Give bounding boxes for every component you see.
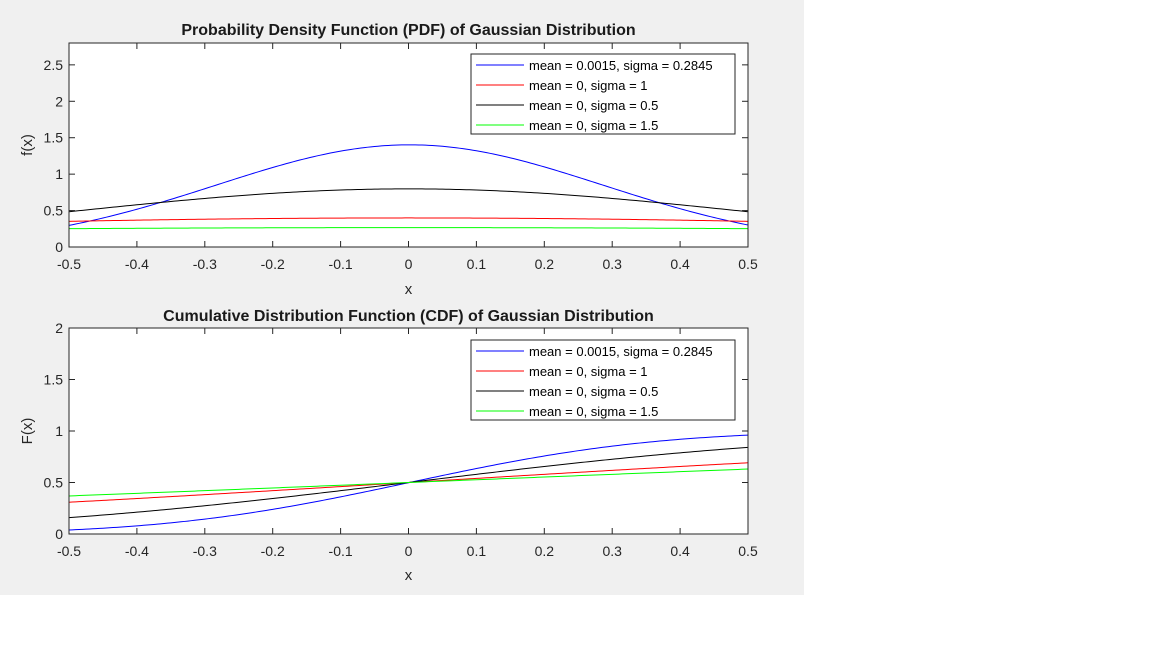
- chart-title: Probability Density Function (PDF) of Ga…: [181, 22, 635, 39]
- legend-label: mean = 0, sigma = 0.5: [529, 384, 658, 399]
- legend-label: mean = 0, sigma = 1.5: [529, 404, 658, 419]
- x-tick-label: -0.4: [125, 256, 149, 272]
- legend-box: [470, 53, 736, 135]
- y-tick-label: 1: [55, 166, 63, 182]
- x-tick-label: -0.5: [57, 256, 81, 272]
- legend-label: mean = 0.0015, sigma = 0.2845: [529, 344, 713, 359]
- x-tick-label: -0.3: [193, 256, 217, 272]
- x-tick-label: -0.1: [329, 543, 353, 559]
- x-tick-label: 0: [405, 543, 413, 559]
- chart-panel-2: -0.5 -0.4 -0.3 -0.2 -0.1 0 0.1 0.2 0.3 0.4 0.5 0 0.5…: [19, 308, 758, 584]
- y-tick-label: 0: [55, 239, 63, 255]
- x-tick-label: -0.4: [125, 543, 149, 559]
- x-tick-label: 0.4: [670, 543, 690, 559]
- x-tick-label: 0.5: [738, 543, 758, 559]
- y-axis-label: F(x): [19, 418, 36, 445]
- x-tick-label: 0.2: [535, 256, 555, 272]
- y-tick-label: 2: [55, 320, 63, 336]
- x-tick-label: 0.3: [602, 256, 622, 272]
- legend: mean = 0.0015, sigma = 0.2845 mean = 0, s…: [470, 53, 736, 135]
- y-tick-label: 1.5: [44, 130, 64, 146]
- x-tick-label: 0.3: [602, 543, 622, 559]
- x-tick-label: 0.2: [535, 543, 555, 559]
- series-line-4: [69, 227, 748, 230]
- legend-label: mean = 0, sigma = 1: [529, 78, 648, 93]
- legend-box: [470, 339, 736, 421]
- y-tick-label: 1: [55, 423, 63, 439]
- legend-label: mean = 0.0015, sigma = 0.2845: [529, 58, 713, 73]
- x-tick-label: 0.4: [670, 256, 690, 272]
- x-tick-label: 0.1: [467, 256, 487, 272]
- series-line-3: [69, 188, 748, 213]
- y-tick-label: 0.5: [44, 203, 64, 219]
- legend-label: mean = 0, sigma = 1.5: [529, 118, 658, 133]
- series-line-2: [69, 217, 748, 222]
- y-tick-label: 2: [55, 93, 63, 109]
- x-tick-label: -0.2: [261, 543, 285, 559]
- x-axis-label: x: [405, 567, 413, 584]
- legend: mean = 0.0015, sigma = 0.2845 mean = 0, s…: [470, 339, 736, 421]
- x-axis-label: x: [405, 281, 413, 298]
- y-tick-label: 0.5: [44, 475, 64, 491]
- legend-label: mean = 0, sigma = 1: [529, 364, 648, 379]
- x-tick-label: -0.1: [329, 256, 353, 272]
- x-tick-label: 0: [405, 256, 413, 272]
- series-line-1: [69, 144, 748, 226]
- y-tick-label: 0: [55, 526, 63, 542]
- series-line-4: [69, 468, 748, 497]
- legend-label: mean = 0, sigma = 0.5: [529, 98, 658, 113]
- y-tick-label: 2.5: [44, 57, 64, 73]
- x-tick-label: -0.3: [193, 543, 217, 559]
- chart-title: Cumulative Distribution Function (CDF) o…: [163, 308, 654, 325]
- x-tick-label: 0.1: [467, 543, 487, 559]
- x-tick-label: 0.5: [738, 256, 758, 272]
- y-tick-label: 1.5: [44, 372, 64, 388]
- x-tick-label: -0.5: [57, 543, 81, 559]
- x-tick-label: -0.2: [261, 256, 285, 272]
- y-axis-label: f(x): [19, 134, 36, 156]
- chart-panel-1: -0.5 -0.4 -0.3 -0.2 -0.1 0 0.1 0.2 0.3 0.4 0.5 0 0.5…: [19, 22, 758, 298]
